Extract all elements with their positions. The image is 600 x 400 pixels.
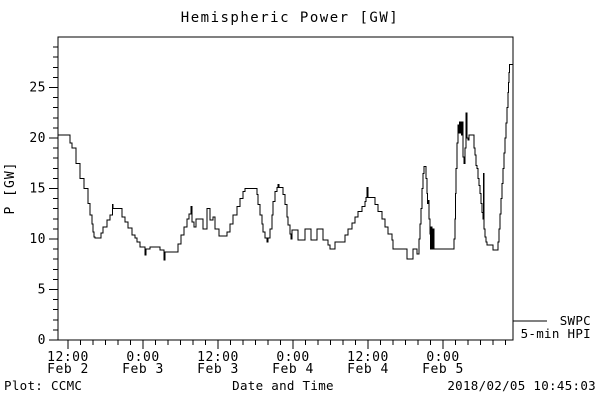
legend: SWPC 5-min HPI	[513, 313, 591, 341]
y-tick-label: 20	[29, 131, 46, 146]
x-tick-date-label: Feb 5	[422, 362, 464, 377]
data-series	[58, 63, 513, 261]
axes	[49, 36, 514, 349]
generated-timestamp: 2018/02/05 10:45:03	[447, 378, 596, 393]
x-tick-time-label: 12:00	[47, 350, 89, 365]
y-tick-label: 10	[29, 232, 46, 247]
chart-title: Hemispheric Power [GW]	[181, 10, 399, 26]
x-tick-date-label: Feb 3	[122, 362, 164, 377]
y-tick-label: 5	[38, 283, 46, 298]
plot-box	[57, 36, 514, 341]
x-tick-date-label: Feb 3	[197, 362, 239, 377]
legend-series-label: 5-min HPI	[521, 326, 591, 341]
y-tick-label: 25	[29, 81, 46, 96]
hpi-series-line	[58, 63, 513, 261]
y-axis-label: P [GW]	[3, 162, 18, 215]
x-tick-time-label: 0:00	[426, 350, 459, 365]
x-tick-date-label: Feb 4	[272, 362, 314, 377]
x-tick-date-label: Feb 4	[347, 362, 389, 377]
x-axis-title: Date and Time	[232, 378, 334, 393]
y-tick-label: 0	[38, 333, 46, 348]
y-tick-label: 15	[29, 182, 46, 197]
x-tick-time-label: 0:00	[276, 350, 309, 365]
x-tick-time-label: 12:00	[347, 350, 389, 365]
x-tick-time-label: 12:00	[197, 350, 239, 365]
x-tick-date-label: Feb 2	[47, 362, 89, 377]
plot-credit: Plot: CCMC	[4, 378, 82, 393]
x-tick-time-label: 0:00	[126, 350, 159, 365]
legend-source-label: SWPC	[560, 313, 591, 328]
